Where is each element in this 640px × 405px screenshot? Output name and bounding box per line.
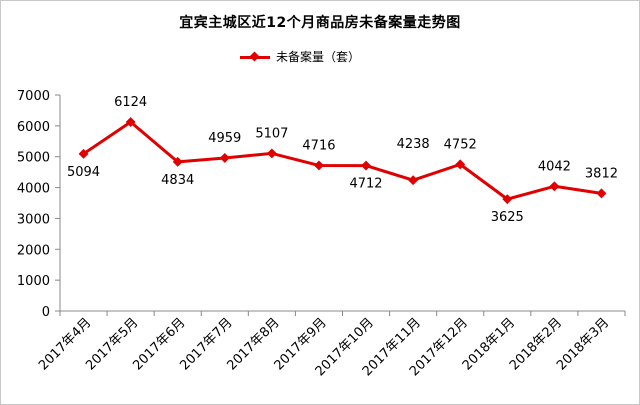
data-point-marker xyxy=(125,117,136,127)
y-tick-label: 5000 xyxy=(17,151,50,166)
data-point-marker xyxy=(502,194,513,205)
data-point-marker xyxy=(314,160,324,171)
y-tick-label: 1000 xyxy=(17,274,50,289)
data-point-marker xyxy=(172,156,183,167)
y-tick-label: 3000 xyxy=(17,212,50,227)
y-tick-label: 0 xyxy=(42,305,50,320)
data-label: 5094 xyxy=(67,165,100,180)
y-tick-label: 4000 xyxy=(17,182,50,197)
data-label: 4042 xyxy=(538,159,571,174)
data-label: 3625 xyxy=(491,210,524,225)
data-point-marker xyxy=(596,188,607,199)
data-label: 4238 xyxy=(397,137,430,152)
legend-line-marker-icon xyxy=(240,51,270,63)
series-line xyxy=(82,120,602,201)
data-label: 4959 xyxy=(208,131,241,146)
legend-series-label: 未备案量（套） xyxy=(276,50,361,64)
data-label: 5107 xyxy=(255,126,288,141)
data-label: 4712 xyxy=(349,177,382,192)
data-point-marker xyxy=(361,160,371,171)
chart-title: 宜宾主城区近12个月商品房未备案量走势图 xyxy=(179,15,461,31)
data-point-marker xyxy=(78,148,89,159)
y-tick-label: 2000 xyxy=(17,243,50,258)
data-point-marker xyxy=(266,148,277,159)
y-tick-label: 7000 xyxy=(17,89,50,104)
data-label: 3812 xyxy=(585,166,618,181)
data-point-marker xyxy=(549,181,560,192)
data-point-marker xyxy=(219,153,230,163)
data-point-marker xyxy=(455,159,466,170)
data-label: 4752 xyxy=(444,137,477,152)
chart-legend: 未备案量（套） xyxy=(240,48,360,65)
data-label: 6124 xyxy=(114,95,147,110)
data-label: 4716 xyxy=(302,138,335,153)
data-point-marker xyxy=(408,175,419,186)
y-tick-label: 6000 xyxy=(17,120,50,135)
data-label: 4834 xyxy=(161,173,194,188)
